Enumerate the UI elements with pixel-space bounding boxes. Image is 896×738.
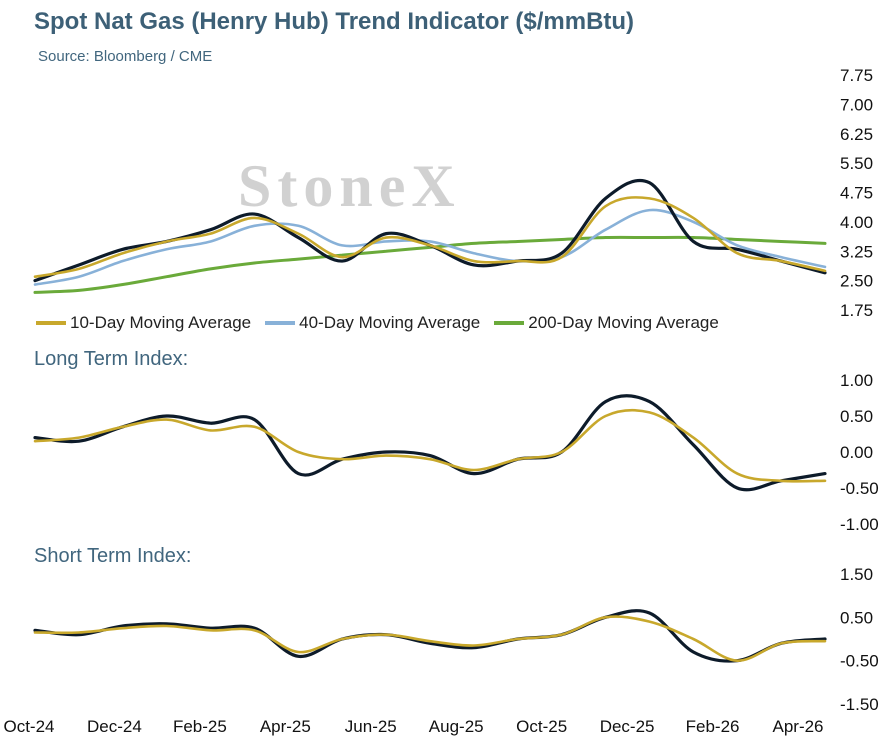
panel1-series-ma200 xyxy=(33,235,827,294)
x-tick-label: Feb-25 xyxy=(173,717,227,736)
panel1-series-spot xyxy=(33,178,827,283)
panel1-series-ma10 xyxy=(33,196,827,279)
legend-label-ma10: 10-Day Moving Average xyxy=(70,313,252,332)
x-tick-label: Feb-26 xyxy=(686,717,740,736)
panel2-ytick: 1.00 xyxy=(840,371,873,390)
panel1-ytick: 7.00 xyxy=(840,95,873,114)
legend-label-ma200: 200-Day Moving Average xyxy=(528,313,719,332)
panel2-ytick: -1.00 xyxy=(840,515,879,534)
long-term-index-title: Long Term Index: xyxy=(34,348,189,370)
panel3-ytick: -1.50 xyxy=(840,695,879,714)
x-tick-label: Dec-24 xyxy=(87,717,142,736)
panel1-ytick: 4.75 xyxy=(840,184,873,203)
legend-item-ma200: 200-Day Moving Average xyxy=(494,313,719,333)
panel2-series-spot xyxy=(33,394,827,492)
panel2-ytick: -0.50 xyxy=(840,479,879,498)
panel1-series-ma40 xyxy=(33,208,827,286)
x-tick-label: Apr-26 xyxy=(772,717,823,736)
watermark-logo: StoneX xyxy=(238,153,461,219)
chart-title: Spot Nat Gas (Henry Hub) Trend Indicator… xyxy=(34,8,635,35)
ma10-swatch xyxy=(36,321,66,325)
panel3-series-ma10 xyxy=(33,615,827,662)
panel3-ytick: -0.50 xyxy=(840,652,879,671)
panel1-ytick: 5.50 xyxy=(840,154,873,173)
panel1-ytick: 1.75 xyxy=(840,301,873,320)
panel1-ytick: 2.50 xyxy=(840,272,873,291)
panel1-ytick: 3.25 xyxy=(840,242,873,261)
x-tick-label: Dec-25 xyxy=(600,717,655,736)
legend-item-ma10: 10-Day Moving Average xyxy=(36,313,251,333)
x-tick-label: Jun-25 xyxy=(345,717,397,736)
chart-legend: 10-Day Moving Average 40-Day Moving Aver… xyxy=(36,313,719,333)
x-tick-label: Aug-25 xyxy=(429,717,484,736)
chart-source: Source: Bloomberg / CME xyxy=(38,48,213,65)
panel2-ytick: 0.00 xyxy=(840,443,873,462)
panel1-ytick: 6.25 xyxy=(840,125,873,144)
panel3-ytick: 0.50 xyxy=(840,608,873,627)
ma40-swatch xyxy=(265,321,296,325)
panel1-ytick: 4.00 xyxy=(840,213,873,232)
panel2-ytick: 0.50 xyxy=(840,407,873,426)
legend-label-ma40: 40-Day Moving Average xyxy=(299,313,481,332)
ma200-swatch xyxy=(494,321,525,325)
short-term-index-title: Short Term Index: xyxy=(34,545,192,567)
panel3-ytick: 1.50 xyxy=(840,565,873,584)
panel3-series-spot xyxy=(33,609,827,663)
legend-item-ma40: 40-Day Moving Average xyxy=(265,313,480,333)
x-tick-label: Oct-24 xyxy=(3,717,54,736)
panel1-ytick: 7.75 xyxy=(840,66,873,85)
x-tick-label: Oct-25 xyxy=(516,717,567,736)
x-tick-label: Apr-25 xyxy=(260,717,311,736)
panel2-series-ma10 xyxy=(33,408,827,483)
